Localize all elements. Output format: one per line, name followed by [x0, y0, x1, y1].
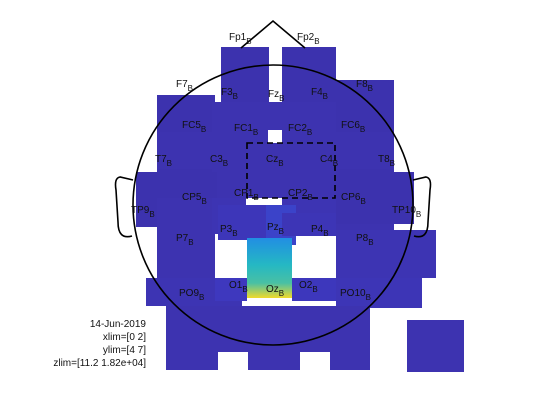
channel-label-o2: O2B: [299, 280, 318, 294]
channel-label-f4: F4B: [311, 87, 328, 101]
channel-label-po10: PO10B: [340, 288, 371, 302]
channel-label-fp2: Fp2B: [297, 32, 320, 46]
channel-label-o1: O1B: [229, 280, 248, 294]
channel-label-p7: P7B: [176, 233, 194, 247]
channel-label-p3: P3B: [220, 224, 238, 238]
tile-cz: [247, 143, 335, 198]
channel-label-cp1: CP1B: [234, 188, 259, 202]
tile-p7: [157, 234, 215, 278]
tile-po10: [336, 278, 422, 308]
tile-fp1: [221, 47, 269, 102]
tile-f3: [212, 102, 268, 130]
channel-label-p4: P4B: [311, 224, 329, 238]
channel-tiles: [136, 47, 464, 372]
extra-tile: [407, 320, 464, 372]
head-outline: [114, 19, 432, 346]
channel-label-fc6: FC6B: [341, 120, 365, 134]
channel-label-fp1: Fp1B: [229, 32, 252, 46]
channel-label-c4: C4B: [320, 154, 338, 168]
tile-p8: [336, 230, 436, 278]
map-gap: [218, 352, 248, 370]
tile-f4: [282, 102, 336, 130]
plot-date: 14-Jun-2019: [89, 319, 146, 330]
channel-label-fc1: FC1B: [234, 123, 258, 137]
channel-label-po9: PO9B: [179, 288, 204, 302]
highlighted-region-box: [246, 142, 336, 199]
right-ear: [412, 176, 432, 238]
channel-label-cz: CzB: [266, 154, 284, 168]
channel-label-f8: F8B: [356, 79, 373, 93]
channel-label-cp5: CP5B: [182, 192, 207, 206]
map-gap: [300, 352, 330, 370]
tile-o1: [215, 278, 247, 301]
channel-label-cp6: CP6B: [341, 192, 366, 206]
channel-label-f7: F7B: [176, 79, 193, 93]
channel-labels: Fp1B Fp2B F7B F3B FzB F4B F8B FC5B FC1B FC2B FC6B T…: [131, 32, 421, 302]
channel-label-f3: F3B: [221, 87, 238, 101]
tile-p3: [218, 205, 268, 240]
channel-label-c3: C3B: [210, 154, 228, 168]
left-ear: [114, 176, 134, 238]
tile-fp2: [282, 47, 336, 102]
channel-label-t7: T7B: [155, 154, 172, 168]
tile-fz: [268, 102, 282, 130]
nose: [240, 19, 306, 49]
ylim-text: ylim=[4 7]: [102, 345, 146, 356]
tile-fc6: [336, 132, 394, 169]
xlim-text: xlim=[0 2]: [102, 332, 146, 343]
channel-label-tp9: TP9B: [131, 205, 155, 219]
plot-info: 14-Jun-2019 xlim=[0 2] ylim=[4 7] zlim=[…: [50, 318, 146, 370]
channel-label-tp10: TP10B: [392, 205, 421, 219]
channel-label-cp2: CP2B: [288, 188, 313, 202]
channel-label-p8: P8B: [356, 233, 374, 247]
tile-cp5: [157, 198, 215, 234]
channel-label-fz: FzB: [268, 89, 284, 103]
channel-label-fc2: FC2B: [288, 123, 312, 137]
channel-label-oz: OzB: [266, 284, 284, 298]
channel-label-t8: T8B: [378, 154, 395, 168]
zlim-text: zlim=[11.2 1.82e+04]: [53, 358, 146, 369]
tile-p4: [282, 213, 336, 236]
channel-label-pz: PzB: [267, 222, 284, 236]
tile-oz: [247, 238, 292, 298]
tile-fc5: [157, 132, 215, 169]
tile-tp10: [336, 172, 414, 224]
head-circle: [132, 64, 414, 346]
channel-label-fc5: FC5B: [182, 120, 206, 134]
tile-o2: [292, 278, 336, 301]
tile-f8: [336, 80, 394, 132]
